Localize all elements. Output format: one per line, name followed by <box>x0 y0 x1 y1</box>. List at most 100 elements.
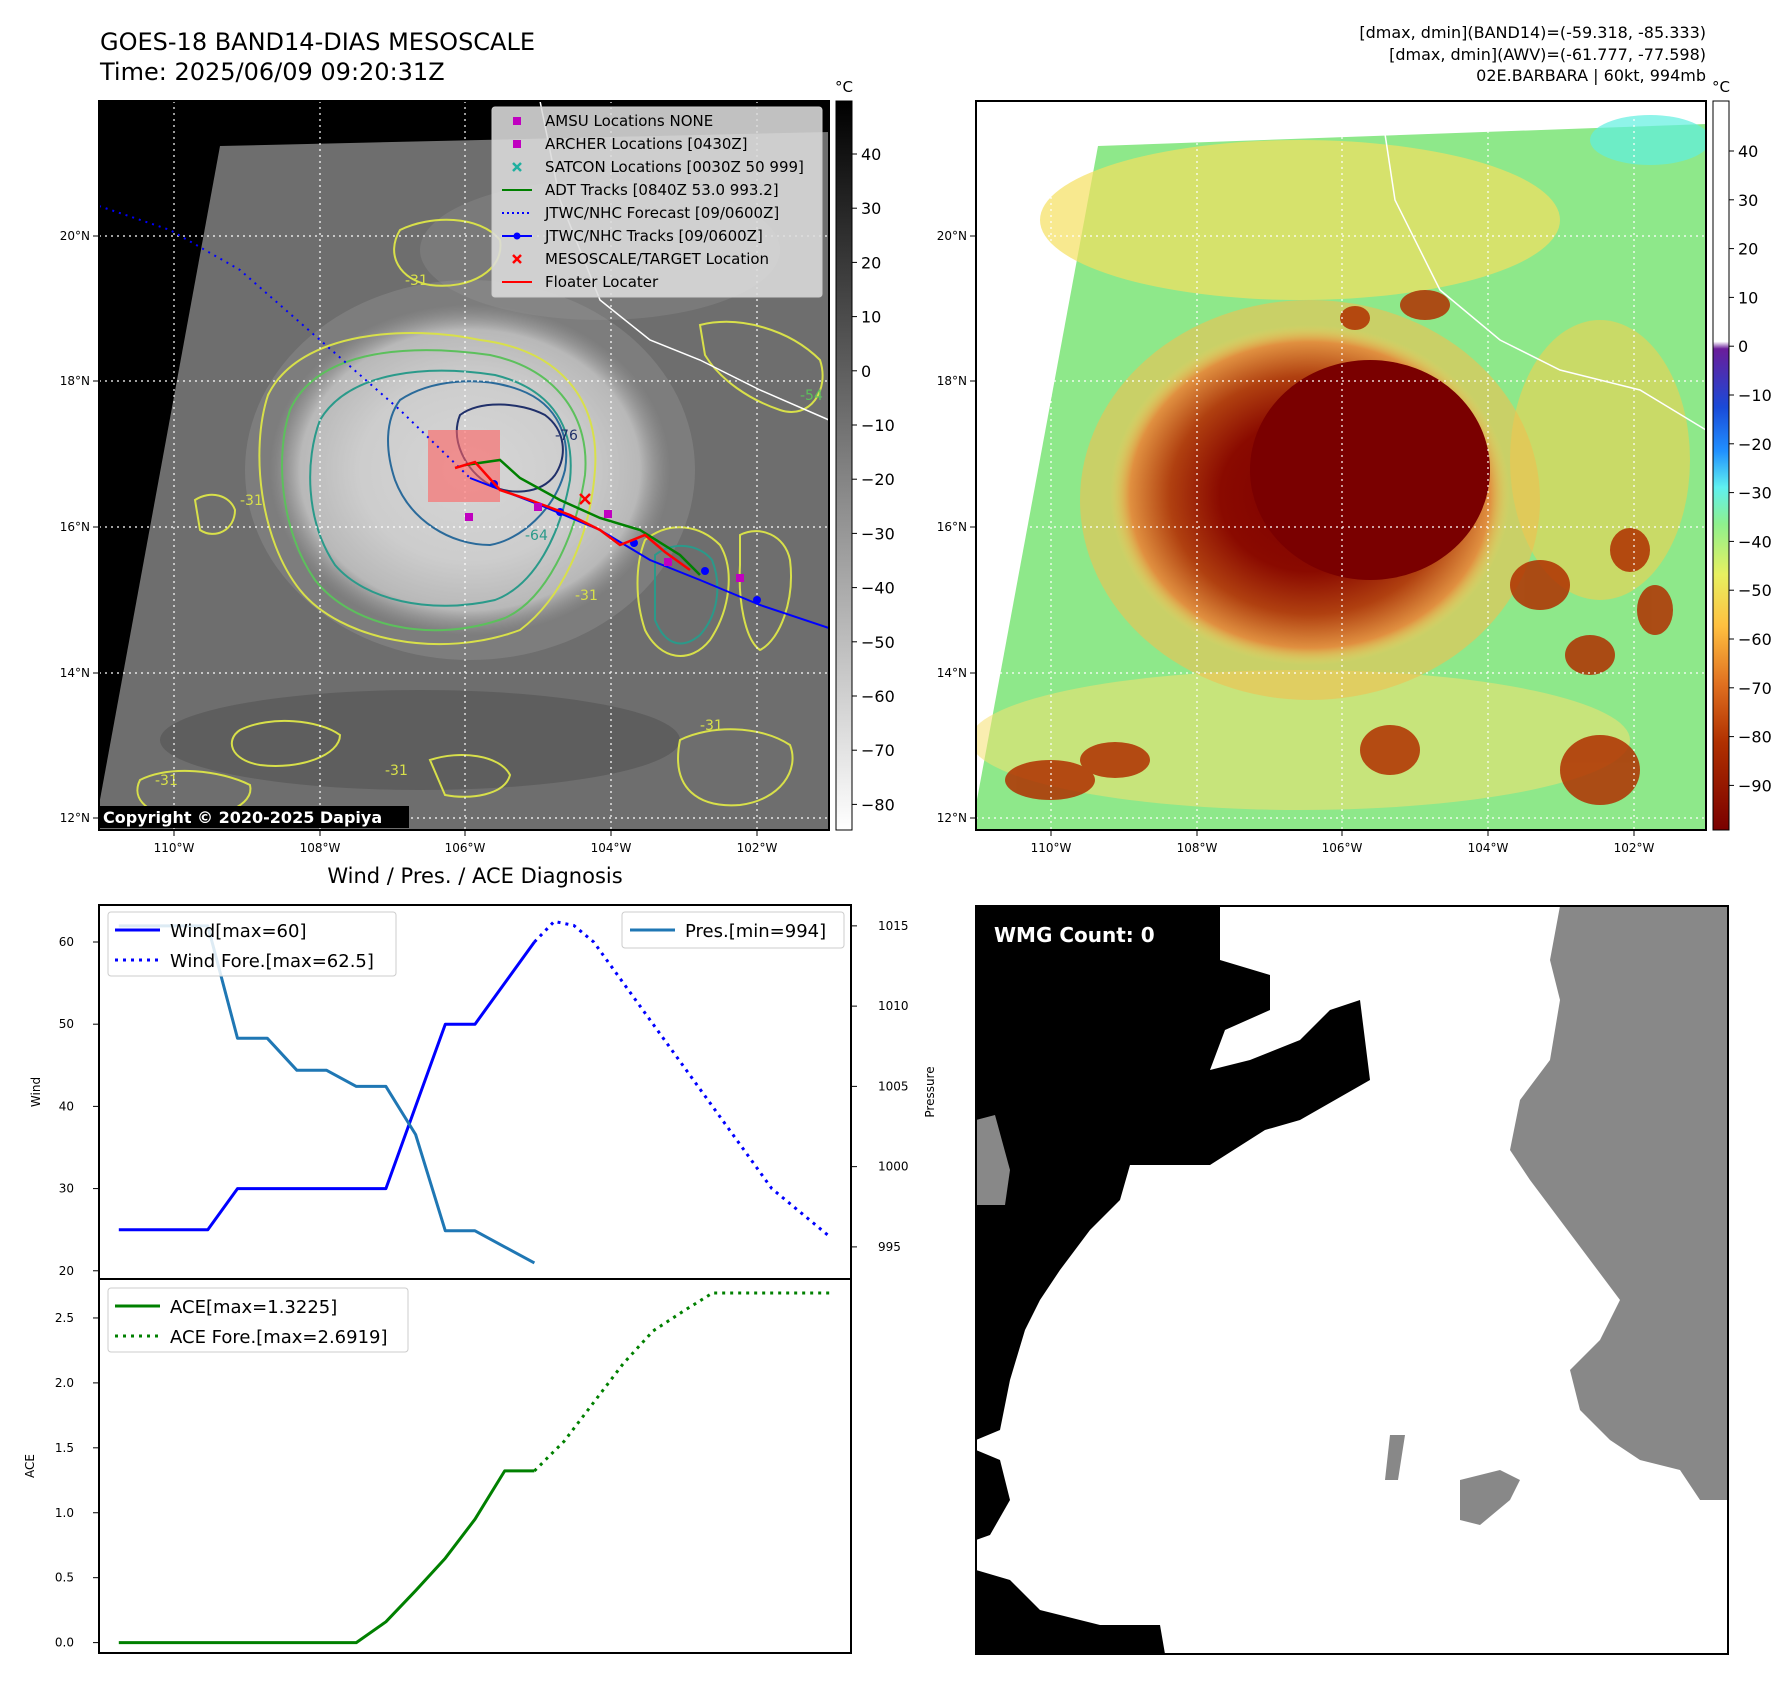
colorbar-tick-label: −70 <box>1738 679 1772 698</box>
ir-contours <box>136 218 824 820</box>
legend-marker-square <box>513 117 521 125</box>
wind-y-label: Wind <box>29 1077 43 1107</box>
legend-marker-x <box>512 162 522 172</box>
wmg-cold-patch-west <box>976 1450 1010 1540</box>
lon-tick-label: 108°W <box>1177 841 1218 855</box>
awv-colorbar-ticks: 40 30 20 10 0 −10 −20 −30 −40 −50 −60 −70 −80 −90 <box>1729 142 1772 795</box>
colorbar-tick-label: −50 <box>861 633 895 652</box>
lat-tick-label: 20°N <box>937 229 967 243</box>
awv-convection-cells <box>1005 290 1673 805</box>
lon-tick-label: 102°W <box>737 841 778 855</box>
colorbar-tick-label: 10 <box>861 308 881 327</box>
wind-tick-label: 20 <box>59 1264 74 1278</box>
legend-marker-dot <box>513 232 521 240</box>
lat-tick-label: 18°N <box>60 374 90 388</box>
diagnosis-title: Wind / Pres. / ACE Diagnosis <box>327 864 622 888</box>
legend-label: AMSU Locations NONE <box>545 112 713 130</box>
ir-image-frame <box>98 100 830 831</box>
wmg-gray-patch-west <box>976 1115 1010 1205</box>
contour-label: -64 <box>525 528 548 544</box>
ir-cloud-band-south <box>160 690 680 790</box>
ace-chart: 0.0 0.5 1.0 1.5 2.0 2.5 ACE ACE[max=1.3225] A… <box>23 1278 852 1654</box>
wmg-cold-strip-south <box>976 1570 1165 1654</box>
colorbar-tick-label: −30 <box>1738 484 1772 503</box>
wind-tick-label: 40 <box>59 1099 74 1113</box>
lat-tick-label: 18°N <box>937 374 967 388</box>
wind-tick-label: 50 <box>59 1017 74 1031</box>
pressure-y-label: Pressure <box>923 1066 937 1117</box>
colorbar-tick-label: −60 <box>1738 630 1772 649</box>
pressure-tick-label: 1010 <box>878 999 909 1013</box>
colorbar-tick-label: −40 <box>1738 532 1772 551</box>
ir-colorbar-ticks: 40 30 20 10 0 −10 −20 −30 −40 −50 −60 −70 −80 <box>852 145 895 814</box>
ace-y-label: ACE <box>23 1454 37 1478</box>
awv-colorbar <box>1712 100 1730 831</box>
lat-tick-label: 16°N <box>60 520 90 534</box>
lon-tick-label: 104°W <box>591 841 632 855</box>
copyright-box <box>99 806 409 828</box>
wmg-gray-region-east <box>1510 906 1728 1500</box>
legend-label: JTWC/NHC Forecast [09/0600Z] <box>544 204 779 222</box>
ir-lat-ticks: 20°N 18°N 16°N 14°N 12°N <box>60 229 99 825</box>
wind-y-ticks: 20 30 40 50 60 <box>59 935 99 1278</box>
colorbar-tick-label: −20 <box>861 470 895 489</box>
wmg-count-label: WMG Count: 0 <box>994 923 1155 947</box>
lat-tick-label: 20°N <box>60 229 90 243</box>
colorbar-tick-label: 40 <box>861 145 881 164</box>
stats-awv: [dmax, dmin](AWV)=(-61.777, -77.598) <box>1389 45 1706 64</box>
series-line <box>533 1291 832 1472</box>
colorbar-tick-label: −10 <box>861 416 895 435</box>
awv-moist-band-east <box>1510 320 1690 600</box>
lat-tick-label: 12°N <box>937 811 967 825</box>
ir-panel: -31 -31 -31 -31 -54 -64 -76 -31 -31 <box>60 78 895 855</box>
colorbar-tick-label: −60 <box>861 687 895 706</box>
colorbar-tick-label: 20 <box>861 253 881 272</box>
colorbar-tick-label: −10 <box>1738 386 1772 405</box>
ace-tick-label: 1.5 <box>55 1441 74 1455</box>
colorbar-tick-label: −80 <box>861 795 895 814</box>
ace-series <box>118 1291 832 1645</box>
legend-marker-square <box>513 140 521 148</box>
wmg-gray-sliver <box>1385 1435 1405 1480</box>
legend-label: JTWC/NHC Tracks [09/0600Z] <box>544 227 763 245</box>
contour-label: -31 <box>155 773 178 789</box>
pressure-tick-label: 1015 <box>878 919 909 933</box>
colorbar-tick-label: 10 <box>1738 288 1758 307</box>
series-line <box>118 1469 535 1645</box>
lon-tick-label: 110°W <box>154 841 195 855</box>
awv-colorbar-unit: °C <box>1712 78 1730 96</box>
wmg-panel: WMG Count: 0 <box>975 905 1729 1655</box>
lat-tick-label: 14°N <box>60 666 90 680</box>
legend-label-ace-forecast: ACE Fore.[max=2.6919] <box>170 1327 388 1348</box>
pressure-tick-label: 1000 <box>878 1160 909 1174</box>
awv-dry-slot-ne <box>1590 115 1706 165</box>
awv-coastline <box>1379 101 1706 431</box>
colorbar-tick-label: −40 <box>861 579 895 598</box>
pressure-y-ticks: 995 1000 1005 1010 1015 <box>851 919 909 1254</box>
ace-legend: ACE[max=1.3225] ACE Fore.[max=2.6919] <box>107 1287 409 1353</box>
ace-y-ticks: 0.0 0.5 1.0 1.5 2.0 2.5 <box>55 1311 99 1650</box>
awv-lon-ticks: 110°W 108°W 106°W 104°W 102°W <box>1031 830 1655 855</box>
lat-tick-label: 14°N <box>937 666 967 680</box>
wmg-frame <box>975 905 1729 1655</box>
legend-label: ARCHER Locations [0430Z] <box>545 135 748 153</box>
wmg-gray-patch-south <box>1460 1470 1520 1525</box>
colorbar-tick-label: −80 <box>1738 728 1772 747</box>
ace-tick-label: 2.5 <box>55 1311 74 1325</box>
archer-markers <box>465 503 744 582</box>
lon-tick-label: 104°W <box>1468 841 1509 855</box>
awv-moist-band-south <box>976 670 1630 810</box>
series-line <box>118 941 536 1232</box>
contour-label: -31 <box>575 588 598 604</box>
ir-legend: AMSU Locations NONE ARCHER Locations [043… <box>491 106 823 298</box>
wind-pressure-chart: 20 30 40 50 60 995 1000 1005 1010 1015 Wind Pres… <box>29 904 937 1280</box>
lon-tick-label: 108°W <box>300 841 341 855</box>
pressure-legend: Pres.[min=994] <box>621 911 845 949</box>
legend-label: MESOSCALE/TARGET Location <box>545 250 769 268</box>
figure-header: GOES-18 BAND14-DIAS MESOSCALE Time: 2025… <box>99 23 1706 86</box>
ace-legend-box <box>107 1287 409 1353</box>
storm-info: 02E.BARBARA | 60kt, 994mb <box>1476 66 1706 85</box>
lon-tick-label: 110°W <box>1031 841 1072 855</box>
ace-tick-label: 1.0 <box>55 1506 74 1520</box>
colorbar-tick-label: 0 <box>1738 337 1748 356</box>
